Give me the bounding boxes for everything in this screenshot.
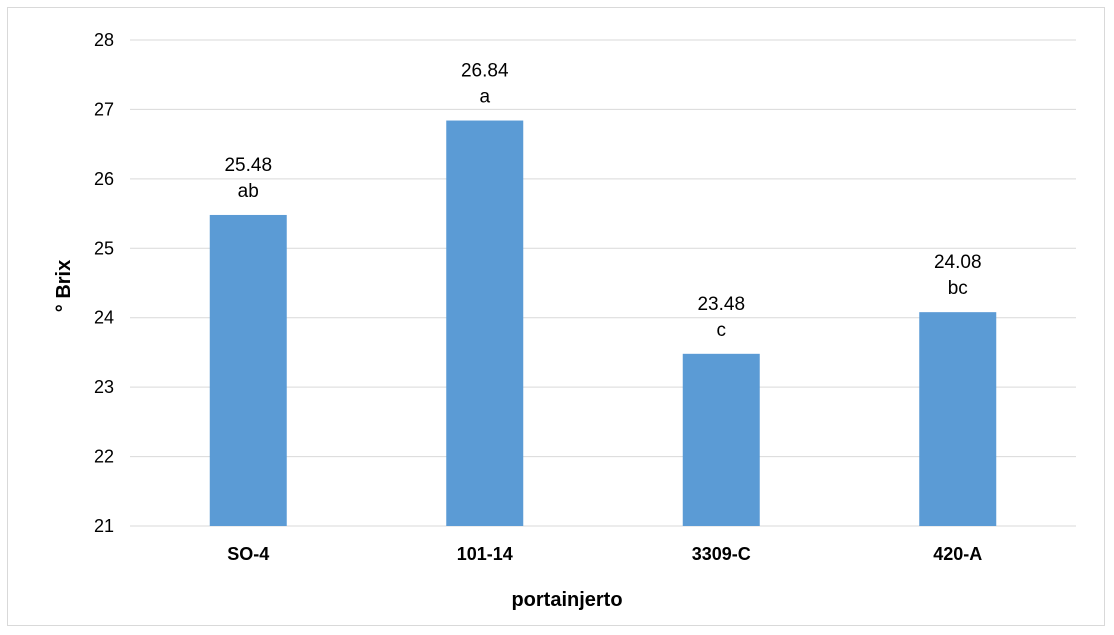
y-tick-label: 24 — [94, 308, 114, 328]
data-labels: 25.48 ab 26.84 a 23.48 c 24.08 bc — [224, 61, 981, 341]
y-tick-label: 22 — [94, 447, 114, 467]
y-tick-label: 23 — [94, 377, 114, 397]
x-tick-label: 101-14 — [457, 544, 513, 564]
bar — [682, 353, 760, 526]
y-tick-label: 26 — [94, 169, 114, 189]
bar — [919, 312, 997, 526]
y-axis-title: ° Brix — [53, 260, 75, 312]
x-axis-title: portainjerto — [511, 589, 622, 611]
x-tick-label: SO-4 — [227, 544, 269, 564]
x-tick-labels: SO-4 101-14 3309-C 420-A — [227, 544, 982, 564]
data-label-letter: ab — [238, 181, 259, 202]
data-label-letter: bc — [948, 278, 968, 299]
y-tick-label: 25 — [94, 238, 114, 258]
y-tick-label: 28 — [94, 30, 114, 50]
data-label-value: 26.84 — [461, 61, 509, 82]
y-tick-label: 27 — [94, 99, 114, 119]
bar — [446, 120, 524, 526]
data-label-letter: c — [717, 320, 727, 341]
x-tick-label: 420-A — [933, 544, 982, 564]
y-tick-labels: 21 22 23 24 25 26 27 28 — [94, 30, 114, 536]
y-tick-label: 21 — [94, 516, 114, 536]
gridlines — [130, 39, 1076, 527]
x-tick-label: 3309-C — [692, 544, 751, 564]
bars — [209, 120, 997, 526]
data-label-value: 23.48 — [697, 294, 745, 315]
data-label-value: 24.08 — [934, 252, 982, 273]
data-label-letter: a — [479, 87, 490, 108]
bar — [209, 214, 287, 526]
data-label-value: 25.48 — [224, 155, 272, 176]
